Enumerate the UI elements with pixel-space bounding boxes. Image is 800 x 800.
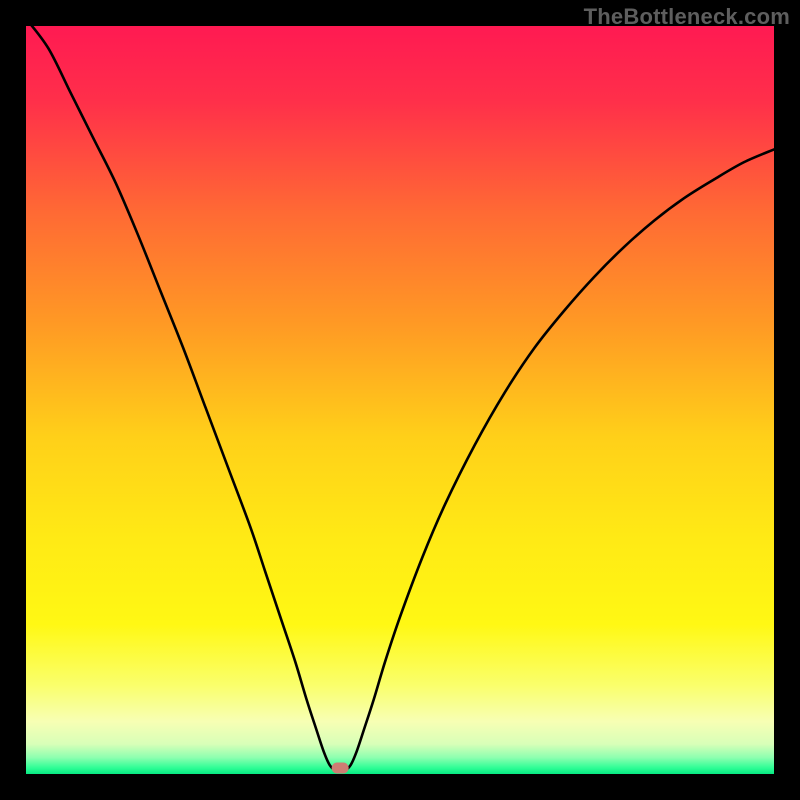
optimum-marker: [332, 763, 349, 774]
gradient-background: [26, 26, 774, 774]
watermark-text: TheBottleneck.com: [584, 4, 790, 30]
chart-svg: [0, 0, 800, 800]
chart-canvas: TheBottleneck.com: [0, 0, 800, 800]
